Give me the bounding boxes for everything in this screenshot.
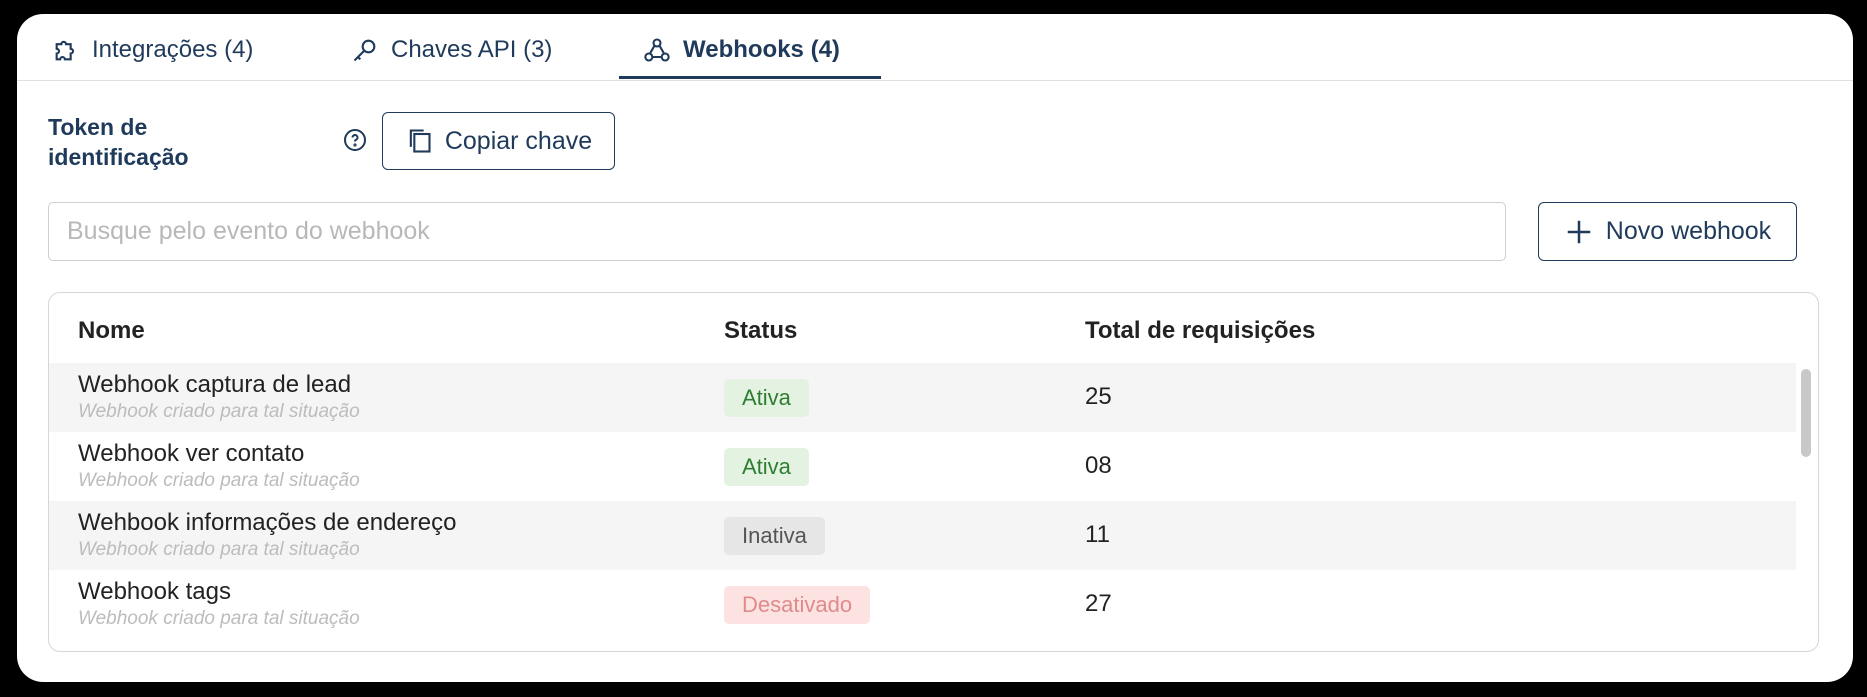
search-input[interactable]: Busque pelo evento do webhook	[48, 202, 1506, 261]
token-label: Token de identificação	[48, 114, 189, 170]
button-label: Novo webhook	[1605, 217, 1772, 245]
total-requests: 27	[1085, 590, 1112, 617]
tab-label: Integrações (4)	[92, 36, 254, 63]
table-row[interactable]: Webhook captura de lead Webhook criado p…	[49, 363, 1796, 432]
table: Nome Status Total de requisições Webhook…	[48, 292, 1819, 652]
webhook-icon	[644, 38, 670, 62]
webhook-name: Webhook captura de lead	[78, 371, 352, 398]
total-requests: 08	[1085, 452, 1112, 479]
button-label: Copiar chave	[444, 126, 593, 155]
plus-icon	[1567, 220, 1591, 243]
status-badge: Desativado	[724, 586, 871, 624]
column-header: Status	[724, 317, 798, 344]
copy-icon	[409, 129, 431, 153]
puzzle-icon	[55, 40, 75, 61]
webhook-name: Webhook tags	[78, 578, 231, 605]
tab-label: Webhooks (4)	[683, 36, 840, 63]
total-requests: 25	[1085, 383, 1112, 410]
webhook-description: Webhook criado para tal situação	[78, 401, 360, 422]
webhook-description: Webhook criado para tal situação	[78, 470, 360, 491]
new-webhook-button[interactable]: Novo webhook	[1538, 202, 1797, 261]
tab[interactable]: Webhooks (4)	[643, 36, 840, 64]
tab-underline	[619, 76, 881, 79]
webhook-name: Webhook ver contato	[78, 440, 305, 467]
scrollbar[interactable]	[1801, 369, 1811, 457]
column-header: Nome	[78, 317, 145, 344]
card	[17, 14, 1853, 682]
webhook-description: Webhook criado para tal situação	[78, 608, 360, 629]
column-header: Total de requisições	[1085, 317, 1316, 344]
status-badge: Ativa	[724, 448, 809, 486]
table-row[interactable]: Webhook tags Webhook criado para tal sit…	[49, 570, 1796, 639]
help-icon[interactable]	[343, 128, 367, 152]
webhook-name: Wehbook informações de endereço	[78, 509, 457, 536]
key-icon	[353, 39, 376, 62]
table-row[interactable]: Wehbook informações de endereço Webhook …	[49, 501, 1796, 570]
status-badge: Inativa	[724, 517, 825, 555]
webhook-description: Webhook criado para tal situação	[78, 539, 360, 560]
total-requests: 11	[1085, 521, 1110, 548]
tab[interactable]: Chaves API (3)	[351, 36, 552, 64]
status-badge: Ativa	[724, 379, 809, 417]
divider	[17, 80, 1853, 81]
tab[interactable]: Integrações (4)	[52, 36, 253, 64]
copy-button[interactable]: Copiar chave	[382, 112, 615, 170]
table-row[interactable]: Webhook ver contato Webhook criado para …	[49, 432, 1796, 501]
tab-label: Chaves API (3)	[391, 36, 553, 63]
